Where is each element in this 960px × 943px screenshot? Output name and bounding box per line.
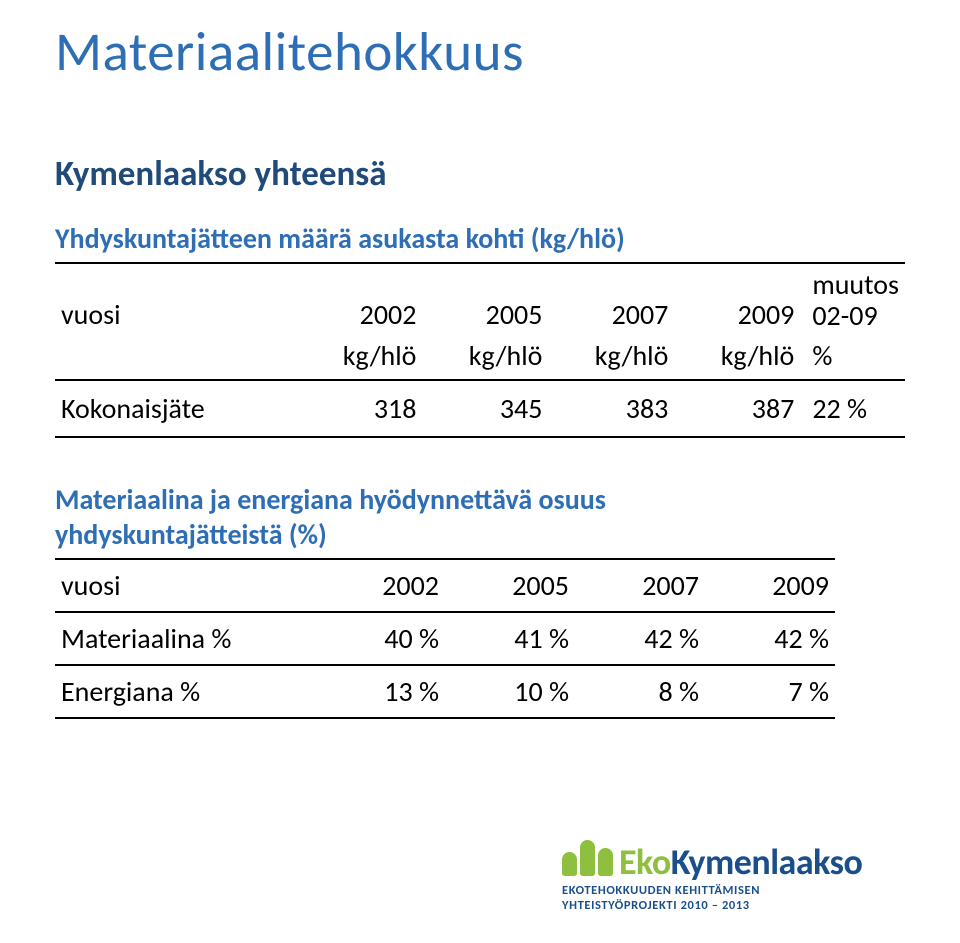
th-year-label: vuosi	[55, 263, 296, 336]
cell-2002: 318	[296, 380, 422, 437]
table2-title-line1: Materiaalina ja energiana hyödynnettävä …	[55, 482, 606, 517]
logo: EkoKymenlaakso EKOTEHOKKUUDEN KEHITTÄMIS…	[562, 840, 912, 913]
logo-eko: Eko	[619, 840, 671, 884]
th-2007: 2007	[575, 559, 705, 612]
th-2005: 2005	[445, 559, 575, 612]
cell-2009: 7 %	[705, 665, 835, 718]
table2-title-line2: yhdyskuntajätteistä (%)	[55, 517, 327, 552]
page-title: Materiaalitehokkuus	[55, 18, 920, 85]
leaf-icon	[580, 840, 595, 876]
cell-2005: 41 %	[445, 612, 575, 665]
cell-label: Materiaalina %	[55, 612, 315, 665]
cell-label: Kokonaisjäte	[55, 380, 296, 437]
cell-2009: 42 %	[705, 612, 835, 665]
logo-subtitle-2: YHTEISTYÖPROJEKTI 2010 – 2013	[562, 898, 912, 913]
th-unit-2002: kg/hlö	[296, 336, 422, 380]
leaf-icon	[562, 852, 577, 876]
table-row: Materiaalina % 40 % 41 % 42 % 42 %	[55, 612, 835, 665]
th-2002: 2002	[296, 263, 422, 336]
th-2009: 2009	[705, 559, 835, 612]
region-subtitle: Kymenlaakso yhteensä	[55, 153, 920, 195]
th-unit-pct: %	[800, 336, 905, 380]
th-unit-2005: kg/hlö	[422, 336, 548, 380]
table-waste-per-capita: vuosi 2002 2005 2007 2009 muutos02-09 kg…	[55, 262, 905, 438]
th-2009: 2009	[674, 263, 800, 336]
cell-2005: 345	[422, 380, 548, 437]
th-change: muutos02-09	[800, 263, 905, 336]
cell-label: Energiana %	[55, 665, 315, 718]
table2-title: Materiaalina ja energiana hyödynnettävä …	[55, 482, 920, 552]
th-year-label: vuosi	[55, 559, 315, 612]
cell-2002: 40 %	[315, 612, 445, 665]
table-recovery-share: vuosi 2002 2005 2007 2009 Materiaalina %…	[55, 558, 835, 719]
table-row: Energiana % 13 % 10 % 8 % 7 %	[55, 665, 835, 718]
table-row: Kokonaisjäte 318 345 383 387 22 %	[55, 380, 905, 437]
leaf-icon	[598, 848, 613, 876]
th-unit-2009: kg/hlö	[674, 336, 800, 380]
cell-2007: 8 %	[575, 665, 705, 718]
cell-2005: 10 %	[445, 665, 575, 718]
logo-rest: Kymenlaakso	[671, 840, 863, 884]
logo-wordmark: EkoKymenlaakso	[619, 844, 862, 880]
th-unit-2007: kg/hlö	[548, 336, 674, 380]
cell-2007: 383	[548, 380, 674, 437]
cell-change: 22 %	[800, 380, 905, 437]
logo-subtitle-1: EKOTEHOKKUUDEN KEHITTÄMISEN	[562, 883, 912, 898]
th-2002: 2002	[315, 559, 445, 612]
logo-leaves-icon	[562, 840, 613, 880]
table1-title: Yhdyskuntajätteen määrä asukasta kohti (…	[55, 221, 920, 256]
th-unit-blank	[55, 336, 296, 380]
logo-top: EkoKymenlaakso	[562, 840, 912, 880]
cell-2002: 13 %	[315, 665, 445, 718]
cell-2007: 42 %	[575, 612, 705, 665]
cell-2009: 387	[674, 380, 800, 437]
th-2007: 2007	[548, 263, 674, 336]
th-2005: 2005	[422, 263, 548, 336]
